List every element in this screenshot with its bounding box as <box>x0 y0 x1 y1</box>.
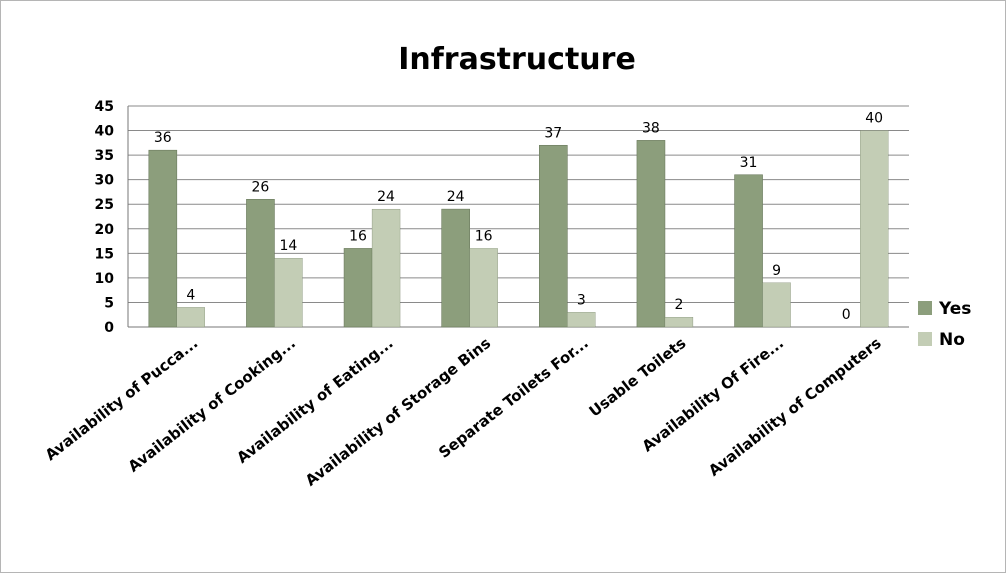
bar-yes <box>441 208 470 328</box>
data-label: 37 <box>544 125 562 141</box>
data-labels: 36 4 26 14 16 24 24 16 37 3 38 2 31 9 0 40 <box>154 111 883 323</box>
data-label: 16 <box>475 228 493 244</box>
bar-yes <box>343 248 373 328</box>
data-label: 14 <box>280 238 298 254</box>
bars <box>148 130 889 328</box>
x-tick-label: Availability of Computers <box>705 334 885 480</box>
y-tick-label: 30 <box>95 173 115 189</box>
bar-no <box>664 317 694 328</box>
bar-yes <box>246 199 275 328</box>
bar-no <box>274 258 303 328</box>
data-label: 4 <box>186 287 195 303</box>
bar-yes <box>539 144 568 328</box>
y-tick-label: 10 <box>95 271 115 287</box>
gridlines <box>128 105 909 328</box>
data-label: 31 <box>740 155 758 171</box>
x-tick-label: Availability of Storage Bins <box>302 334 494 490</box>
y-tick-label: 35 <box>95 148 114 164</box>
data-label: 40 <box>865 111 883 127</box>
x-tick-label: Usable Toilets <box>586 334 690 421</box>
data-label: 24 <box>377 189 395 205</box>
data-label: 26 <box>252 179 270 195</box>
y-tick-label: 15 <box>95 246 114 262</box>
x-tick-label: Availability of Eating... <box>233 334 396 467</box>
bar-no <box>762 282 791 328</box>
bar-no <box>567 312 596 328</box>
x-axis: Availability of Pucca...Availability of … <box>42 334 885 490</box>
bar-yes <box>636 140 666 328</box>
legend-label-no: No <box>939 330 965 350</box>
bar-no <box>860 130 889 328</box>
data-label: 36 <box>154 130 172 146</box>
y-tick-label: 40 <box>95 124 115 140</box>
y-axis: 0 5 10 15 20 25 30 35 40 45 <box>95 99 129 336</box>
y-tick-label: 0 <box>104 320 114 336</box>
legend-swatch-no <box>918 332 932 346</box>
y-tick-label: 25 <box>95 197 114 213</box>
legend: Yes No <box>918 299 971 350</box>
chart-title: Infrastructure <box>398 42 636 77</box>
data-label: 3 <box>577 292 586 308</box>
data-label: 9 <box>772 263 781 279</box>
legend-label-yes: Yes <box>938 299 971 319</box>
y-tick-label: 20 <box>95 222 115 238</box>
data-label: 0 <box>842 307 851 323</box>
bar-yes <box>148 149 178 328</box>
y-tick-label: 45 <box>95 99 114 115</box>
data-label: 24 <box>447 189 465 205</box>
x-tick-label: Availability of Pucca... <box>42 334 202 464</box>
bar-no <box>371 208 401 328</box>
data-label: 38 <box>642 120 660 136</box>
data-label: 2 <box>674 297 683 313</box>
data-label: 16 <box>349 228 367 244</box>
bar-no <box>469 248 498 328</box>
bar-yes <box>734 174 763 328</box>
legend-swatch-yes <box>918 301 932 315</box>
x-tick-label: Availability of Cooking... <box>125 334 299 476</box>
y-tick-label: 5 <box>104 295 114 311</box>
bar-no <box>176 307 205 328</box>
